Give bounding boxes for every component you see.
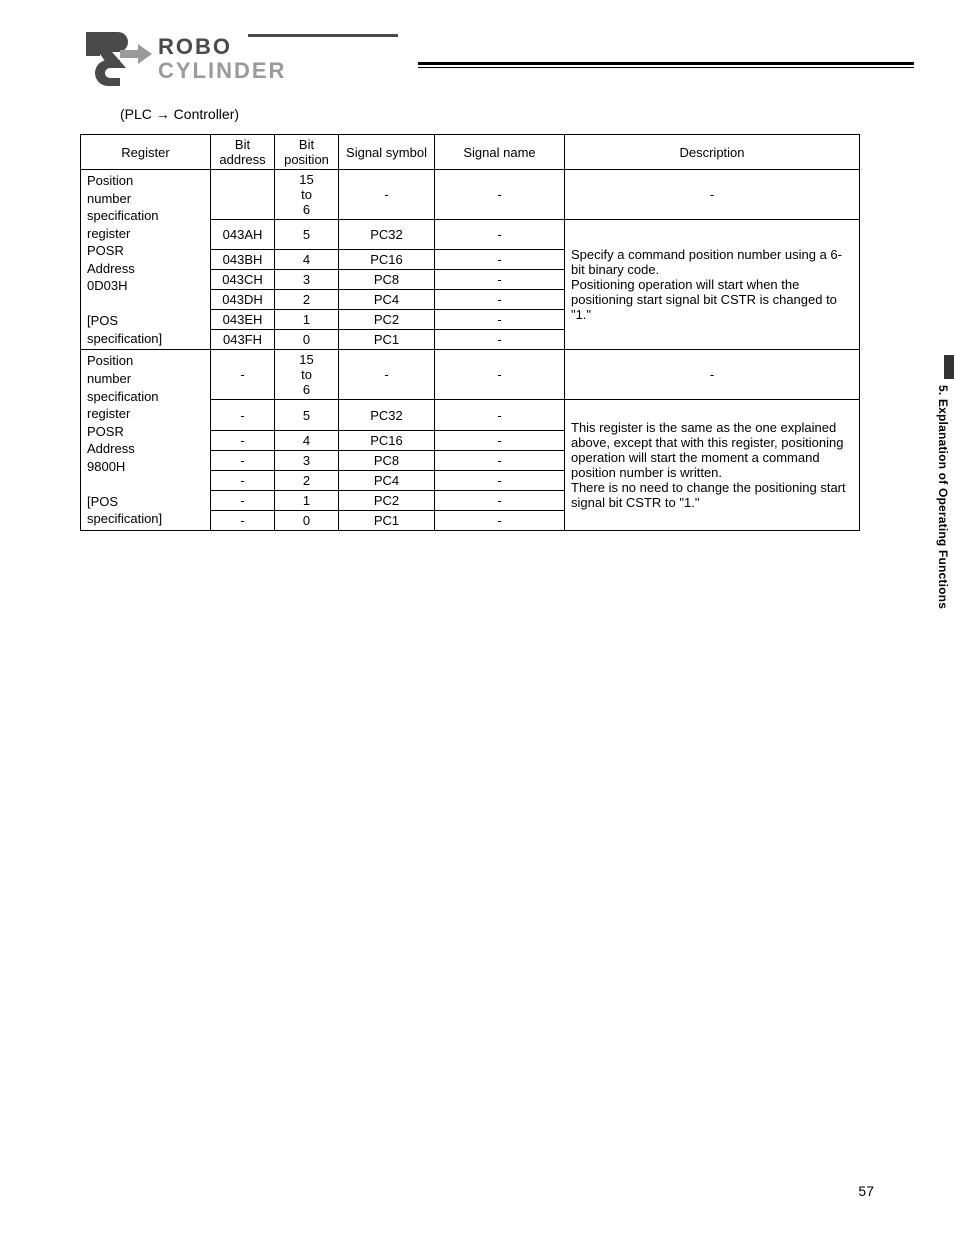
bit-position-cell: 1 xyxy=(275,490,339,510)
signal-name-cell: - xyxy=(435,450,565,470)
signal-symbol-cell: PC4 xyxy=(339,470,435,490)
robo-cylinder-logo: ROBO CYLINDER xyxy=(80,30,410,86)
bit-position-cell: 1 xyxy=(275,310,339,330)
bit-address-cell: - xyxy=(211,450,275,470)
table-caption: (PLC → Controller) xyxy=(120,106,914,122)
table-row: PositionnumberspecificationregisterPOSRA… xyxy=(81,170,860,220)
signal-name-cell: - xyxy=(435,290,565,310)
bit-position-cell: 15to6 xyxy=(275,350,339,400)
bit-address-cell: 043CH xyxy=(211,270,275,290)
signal-name-cell: - xyxy=(435,470,565,490)
bit-position-cell: 15to6 xyxy=(275,170,339,220)
register-table: Register Bit address Bit position Signal… xyxy=(80,134,860,531)
signal-symbol-cell: PC16 xyxy=(339,430,435,450)
signal-symbol-cell: PC4 xyxy=(339,290,435,310)
signal-name-cell: - xyxy=(435,430,565,450)
side-tab-label: 5. Explanation of Operating Functions xyxy=(936,385,950,609)
th-register: Register xyxy=(81,135,211,170)
signal-symbol-cell: PC1 xyxy=(339,330,435,350)
register-cell: PositionnumberspecificationregisterPOSRA… xyxy=(81,350,211,530)
bit-position-cell: 0 xyxy=(275,510,339,530)
bit-address-cell: - xyxy=(211,400,275,430)
table-row: PositionnumberspecificationregisterPOSRA… xyxy=(81,350,860,400)
register-cell: PositionnumberspecificationregisterPOSRA… xyxy=(81,170,211,350)
signal-symbol-cell: - xyxy=(339,170,435,220)
th-bit-address: Bit address xyxy=(211,135,275,170)
bit-address-cell xyxy=(211,170,275,220)
signal-symbol-cell: PC8 xyxy=(339,450,435,470)
signal-symbol-cell: PC32 xyxy=(339,220,435,250)
signal-symbol-cell: PC8 xyxy=(339,270,435,290)
header-rule xyxy=(418,62,914,68)
bit-address-cell: - xyxy=(211,490,275,510)
bit-address-cell: 043DH xyxy=(211,290,275,310)
th-signal-symbol: Signal symbol xyxy=(339,135,435,170)
bit-address-cell: 043EH xyxy=(211,310,275,330)
page-number: 57 xyxy=(858,1183,874,1199)
signal-name-cell: - xyxy=(435,330,565,350)
bit-position-cell: 4 xyxy=(275,430,339,450)
th-signal-name: Signal name xyxy=(435,135,565,170)
signal-name-cell: - xyxy=(435,270,565,290)
signal-name-cell: - xyxy=(435,170,565,220)
bit-address-cell: 043AH xyxy=(211,220,275,250)
bit-address-cell: - xyxy=(211,350,275,400)
signal-name-cell: - xyxy=(435,350,565,400)
signal-symbol-cell: PC16 xyxy=(339,250,435,270)
th-description: Description xyxy=(565,135,860,170)
bit-position-cell: 2 xyxy=(275,290,339,310)
signal-symbol-cell: - xyxy=(339,350,435,400)
bit-position-cell: 5 xyxy=(275,400,339,430)
signal-symbol-cell: PC32 xyxy=(339,400,435,430)
bit-position-cell: 2 xyxy=(275,470,339,490)
bit-address-cell: 043FH xyxy=(211,330,275,350)
logo-text-top: ROBO xyxy=(158,34,232,59)
signal-symbol-cell: PC2 xyxy=(339,490,435,510)
signal-name-cell: - xyxy=(435,220,565,250)
description-cell: Specify a command position number using … xyxy=(565,220,860,350)
signal-name-cell: - xyxy=(435,490,565,510)
bit-address-cell: - xyxy=(211,510,275,530)
bit-position-cell: 5 xyxy=(275,220,339,250)
description-cell: - xyxy=(565,170,860,220)
side-tab-marker xyxy=(944,355,954,379)
signal-name-cell: - xyxy=(435,510,565,530)
signal-symbol-cell: PC2 xyxy=(339,310,435,330)
signal-name-cell: - xyxy=(435,310,565,330)
bit-address-cell: 043BH xyxy=(211,250,275,270)
bit-position-cell: 0 xyxy=(275,330,339,350)
bit-address-cell: - xyxy=(211,470,275,490)
bit-position-cell: 3 xyxy=(275,270,339,290)
description-cell: This register is the same as the one exp… xyxy=(565,400,860,530)
logo-header: ROBO CYLINDER xyxy=(80,30,914,86)
signal-name-cell: - xyxy=(435,400,565,430)
bit-position-cell: 3 xyxy=(275,450,339,470)
section-side-tab: 5. Explanation of Operating Functions xyxy=(926,355,954,655)
signal-symbol-cell: PC1 xyxy=(339,510,435,530)
th-bit-position: Bit position xyxy=(275,135,339,170)
bit-position-cell: 4 xyxy=(275,250,339,270)
logo-text-bottom: CYLINDER xyxy=(158,58,286,83)
signal-name-cell: - xyxy=(435,250,565,270)
bit-address-cell: - xyxy=(211,430,275,450)
description-cell: - xyxy=(565,350,860,400)
